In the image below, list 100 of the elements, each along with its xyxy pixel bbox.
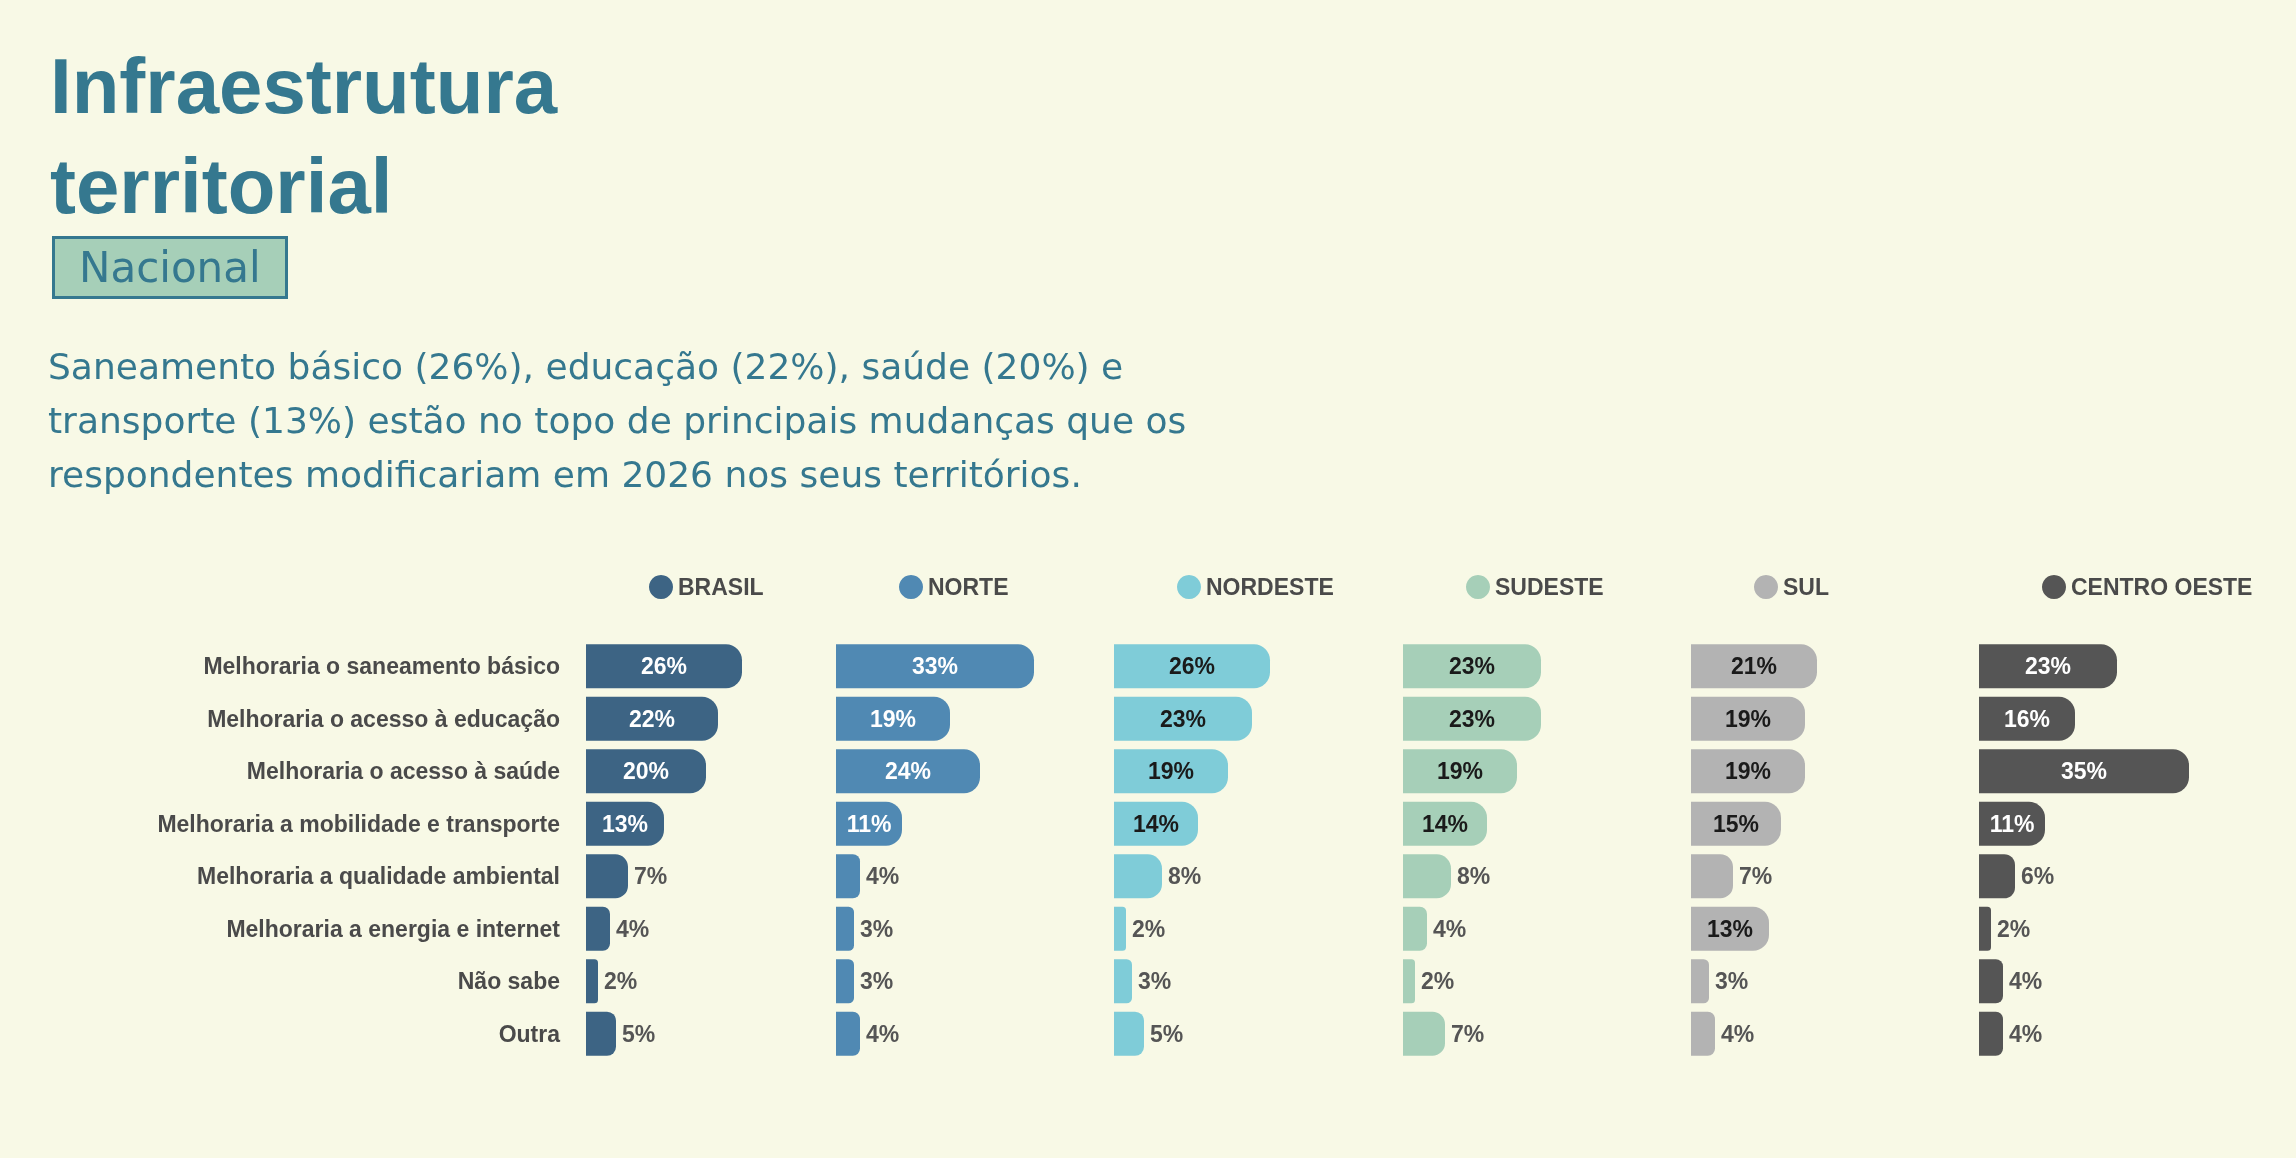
data-label: 4% [1721, 1020, 1755, 1047]
data-label: 8% [1168, 863, 1202, 890]
bar [836, 749, 980, 794]
data-label: 3% [1715, 968, 1749, 995]
bar [1979, 854, 2015, 899]
bar [586, 696, 718, 741]
bar [836, 906, 854, 951]
data-label: 14% [1132, 810, 1180, 837]
bar [1114, 1011, 1144, 1056]
data-label: 21% [1730, 653, 1778, 680]
bar [1114, 959, 1132, 1004]
y-tick-label: Melhoraria o saneamento básico [203, 653, 560, 680]
data-label: 7% [1739, 863, 1773, 890]
bar [1114, 749, 1228, 794]
data-label: 19% [1724, 705, 1772, 732]
text: Saneamento básico (26%), educação (22%), saúde (20%) e transporte (13%) estão no topo de principais mudanças que os respondentes modificariam em 2026 nos seus territórios. [48, 345, 1188, 497]
y-tick-label: Não sabe [457, 968, 560, 995]
data-label: 4% [2009, 1020, 2043, 1047]
data-label: 11% [1989, 810, 2035, 837]
y-tick-label: Melhoraria o acesso à educação [207, 705, 560, 732]
data-label: 14% [1421, 810, 1469, 837]
data-label: 13% [1706, 915, 1754, 942]
bar [836, 696, 950, 741]
bar [1691, 749, 1805, 794]
bar [1403, 854, 1451, 899]
data-label: 19% [1724, 758, 1772, 785]
bar [1979, 644, 2117, 689]
legend-label: SUL [1783, 574, 1829, 600]
bar [1114, 854, 1162, 899]
legend-label: NORTE [928, 574, 1009, 600]
data-label: 23% [1448, 705, 1496, 732]
bar [836, 959, 854, 1004]
legend-label: BRASIL [678, 574, 764, 600]
data-label: 19% [1147, 758, 1195, 785]
data-label: 33% [911, 653, 959, 680]
data-label: 5% [622, 1020, 656, 1047]
bar [1979, 749, 2189, 794]
data-label: 5% [1150, 1020, 1184, 1047]
y-tick-label: Outra [498, 1020, 561, 1047]
bar [1691, 696, 1805, 741]
chart-title: Infraestrutura territorial [50, 41, 559, 232]
bar [586, 1011, 616, 1056]
bar [1114, 906, 1126, 951]
bar [836, 854, 860, 899]
bar [586, 749, 706, 794]
data-label: 19% [1436, 758, 1484, 785]
data-label: 13% [601, 810, 649, 837]
bar [1691, 959, 1709, 1004]
bar [1114, 696, 1252, 741]
data-label: 4% [2009, 968, 2043, 995]
bar [586, 959, 598, 1004]
bar [1403, 1011, 1445, 1056]
y-tick-label: Melhoraria a mobilidade e transporte [157, 810, 560, 837]
bar [1691, 644, 1817, 689]
data-label: 23% [1448, 653, 1496, 680]
data-label: 22% [628, 705, 676, 732]
data-label: 4% [866, 863, 900, 890]
data-label: 4% [866, 1020, 900, 1047]
data-label: 15% [1712, 810, 1760, 837]
bar [1979, 1011, 2003, 1056]
y-tick-label: Melhoraria a qualidade ambiental [197, 863, 560, 890]
data-label: 4% [616, 915, 650, 942]
data-label: 6% [2021, 863, 2055, 890]
data-label: 24% [884, 758, 932, 785]
bar [1979, 906, 1991, 951]
bar [836, 1011, 860, 1056]
data-label: 7% [634, 863, 668, 890]
bar [1403, 644, 1541, 689]
data-label: 2% [1997, 915, 2031, 942]
data-label: 3% [1138, 968, 1172, 995]
legend-label: SUDESTE [1495, 574, 1604, 600]
bar [1403, 696, 1541, 741]
data-label: 35% [2060, 758, 2108, 785]
data-label: 2% [1132, 915, 1166, 942]
data-label: 2% [1421, 968, 1455, 995]
data-label: 26% [640, 653, 688, 680]
bar [1979, 959, 2003, 1004]
data-label: 23% [2024, 653, 2072, 680]
data-label: 8% [1457, 863, 1491, 890]
data-label: 11% [846, 810, 892, 837]
y-tick-label: Melhoraria a energia e internet [226, 915, 561, 942]
bar [836, 644, 1034, 689]
bar [586, 906, 610, 951]
data-label: 7% [1451, 1020, 1485, 1047]
bar [1403, 749, 1517, 794]
data-label: 3% [860, 968, 894, 995]
text: Nacional [52, 236, 288, 299]
data-label: 4% [1433, 915, 1467, 942]
legend-label: NORDESTE [1206, 574, 1334, 600]
data-label: 20% [622, 758, 670, 785]
bar [586, 854, 628, 899]
data-label: 3% [860, 915, 894, 942]
bar [1403, 959, 1415, 1004]
bar [1691, 1011, 1715, 1056]
data-label: 23% [1159, 705, 1207, 732]
bar [1403, 906, 1427, 951]
bar [1691, 854, 1733, 899]
data-label: 2% [604, 968, 638, 995]
bar [1114, 644, 1270, 689]
y-tick-label: Melhoraria o acesso à saúde [246, 758, 560, 785]
